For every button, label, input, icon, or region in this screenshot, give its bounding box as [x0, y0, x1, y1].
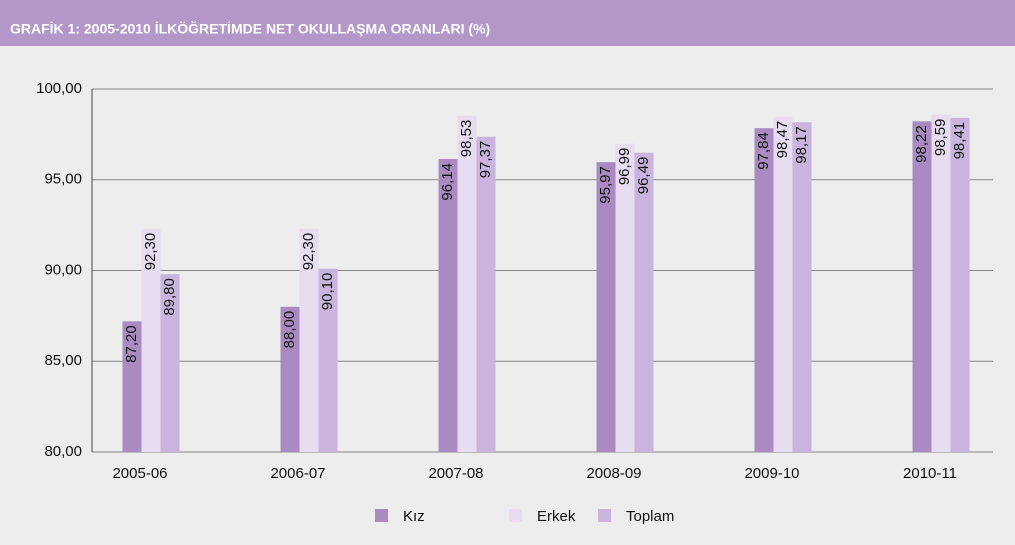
legend-label: Toplam	[626, 508, 674, 525]
bar	[318, 268, 338, 452]
bar	[634, 152, 654, 453]
value-label: 87,20	[123, 325, 140, 363]
value-label: 98,47	[774, 121, 791, 159]
bar	[438, 159, 458, 452]
y-tick-label: 95,00	[44, 171, 82, 188]
legend-label: Kız	[403, 508, 425, 525]
legend-swatch	[375, 509, 388, 522]
value-label: 88,00	[281, 311, 298, 349]
bar	[457, 115, 477, 453]
y-tick-label: 80,00	[44, 443, 82, 460]
legend-label: Erkek	[537, 508, 576, 525]
value-label: 98,22	[913, 125, 930, 163]
value-label: 92,30	[300, 233, 317, 271]
bar	[141, 228, 161, 452]
bar	[792, 122, 812, 452]
x-tick-label: 2005-06	[112, 465, 167, 482]
x-tick-label: 2009-10	[744, 465, 799, 482]
x-tick-label: 2007-08	[428, 465, 483, 482]
chart-title: GRAFİK 1: 2005-2010 İLKÖĞRETİMDE NET OKU…	[10, 20, 490, 37]
value-label: 98,17	[793, 126, 810, 164]
value-label: 90,10	[319, 273, 336, 311]
value-label: 97,37	[477, 141, 494, 179]
x-tick-label: 2006-07	[270, 465, 325, 482]
value-label: 96,99	[616, 148, 633, 186]
value-label: 98,53	[458, 120, 475, 158]
value-label: 95,97	[597, 166, 614, 204]
value-label: 96,14	[439, 163, 456, 201]
bar	[476, 136, 496, 452]
bar	[615, 143, 635, 452]
bar	[754, 128, 774, 453]
header-bar	[0, 0, 1015, 46]
y-tick-label: 100,00	[36, 80, 82, 97]
bar	[596, 162, 616, 452]
x-tick-label: 2010-11	[903, 465, 957, 482]
y-tick-label: 85,00	[44, 352, 82, 369]
value-label: 98,41	[951, 122, 968, 160]
value-label: 92,30	[142, 233, 159, 271]
bar	[280, 306, 300, 452]
bar	[773, 116, 793, 452]
legend-swatch	[509, 509, 522, 522]
legend-swatch	[598, 509, 611, 522]
value-label: 98,59	[932, 119, 949, 157]
bar	[931, 114, 951, 453]
bar	[299, 228, 319, 452]
value-label: 96,49	[635, 157, 652, 195]
y-tick-label: 90,00	[44, 261, 82, 278]
bar	[950, 117, 970, 453]
value-label: 89,80	[161, 278, 178, 316]
x-tick-label: 2008-09	[586, 465, 641, 482]
bar	[912, 121, 932, 452]
bar	[160, 274, 180, 452]
bar	[122, 321, 142, 452]
value-label: 97,84	[755, 132, 772, 170]
